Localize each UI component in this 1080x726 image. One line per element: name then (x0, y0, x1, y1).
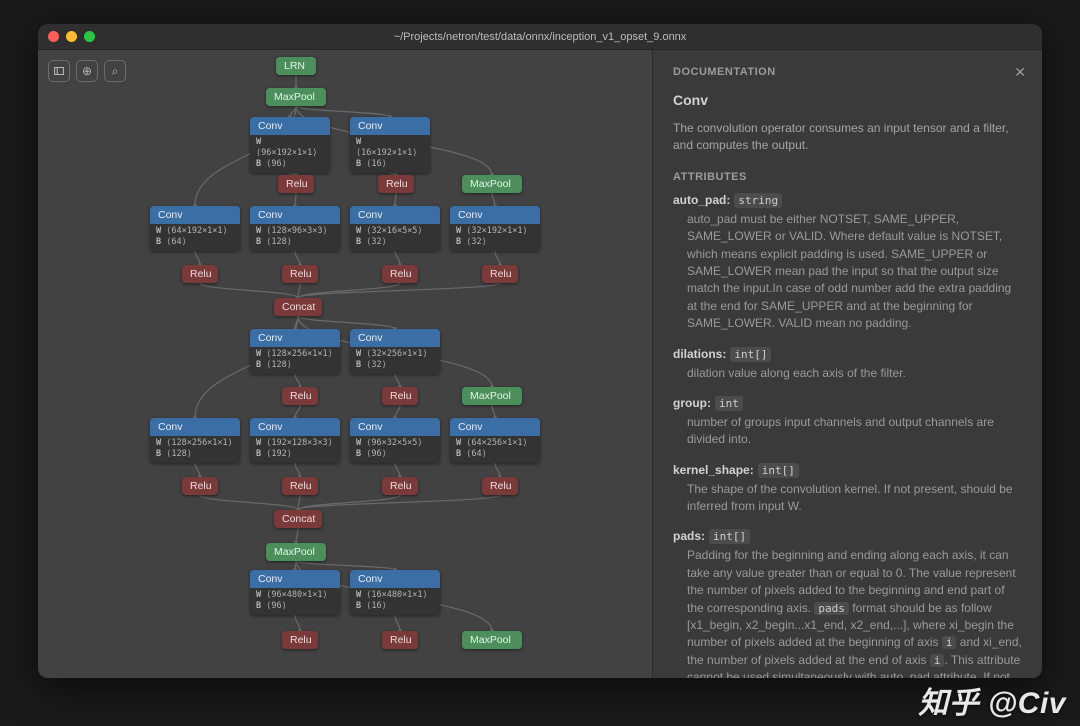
attribute-type: int[] (730, 347, 771, 362)
app-window: ~/Projects/netron/test/data/onnx/incepti… (38, 24, 1042, 678)
node-conv[interactable]: ConvW ⟨96×480×1×1⟩B ⟨96⟩ (250, 570, 340, 615)
node-relu[interactable]: Relu (282, 631, 318, 649)
close-window-button[interactable] (48, 31, 59, 42)
node-conv[interactable]: ConvW ⟨32×256×1×1⟩B ⟨32⟩ (350, 329, 440, 374)
doc-intro: The convolution operator consumes an inp… (673, 120, 1022, 155)
node-relu[interactable]: Relu (382, 265, 418, 283)
attribute-description: The shape of the convolution kernel. If … (673, 481, 1022, 516)
documentation-sidebar: ✕ DOCUMENTATION Conv The convolution ope… (652, 50, 1042, 678)
window-title: ~/Projects/netron/test/data/onnx/incepti… (38, 31, 1042, 43)
attribute-item: pads: int[] Padding for the beginning and … (673, 529, 1022, 678)
sidebar-toggle-icon[interactable] (48, 60, 70, 82)
node-relu[interactable]: Relu (382, 631, 418, 649)
node-relu[interactable]: Relu (382, 387, 418, 405)
attribute-type: int (715, 396, 743, 411)
zoom-fit-icon[interactable]: ⊕ (76, 60, 98, 82)
node-conv[interactable]: ConvW ⟨64×192×1×1⟩B ⟨64⟩ (150, 206, 240, 251)
graph-canvas[interactable]: ⊕⌕ LRNMaxPoolConvW ⟨96×192×1×1⟩B ⟨96⟩Con… (38, 50, 652, 678)
node-relu[interactable]: Relu (182, 477, 218, 495)
node-maxpool[interactable]: MaxPool (462, 631, 522, 649)
node-conv[interactable]: ConvW ⟨128×256×1×1⟩B ⟨128⟩ (150, 418, 240, 463)
node-concat[interactable]: Concat (274, 298, 322, 316)
toolbar: ⊕⌕ (48, 60, 126, 82)
attribute-description: Padding for the beginning and ending alo… (673, 547, 1022, 678)
attribute-description: auto_pad must be either NOTSET, SAME_UPP… (673, 211, 1022, 333)
node-conv[interactable]: ConvW ⟨16×192×1×1⟩B ⟨16⟩ (350, 117, 430, 173)
traffic-lights (48, 31, 95, 42)
node-conv[interactable]: ConvW ⟨96×192×1×1⟩B ⟨96⟩ (250, 117, 330, 173)
attribute-type: int[] (758, 463, 799, 478)
attribute-description: dilation value along each axis of the fi… (673, 365, 1022, 382)
watermark: 知乎 @Civ (918, 678, 1066, 722)
node-relu[interactable]: Relu (482, 477, 518, 495)
node-conv[interactable]: ConvW ⟨128×256×1×1⟩B ⟨128⟩ (250, 329, 340, 374)
node-conv[interactable]: ConvW ⟨64×256×1×1⟩B ⟨64⟩ (450, 418, 540, 463)
node-relu[interactable]: Relu (182, 265, 218, 283)
attributes-list: auto_pad: string auto_pad must be either N… (673, 193, 1022, 678)
close-icon[interactable]: ✕ (1014, 64, 1026, 81)
node-conv[interactable]: ConvW ⟨96×32×5×5⟩B ⟨96⟩ (350, 418, 440, 463)
node-conv[interactable]: ConvW ⟨32×16×5×5⟩B ⟨32⟩ (350, 206, 440, 251)
minimize-window-button[interactable] (66, 31, 77, 42)
attribute-item: kernel_shape: int[] The shape of the convo… (673, 463, 1022, 516)
node-relu[interactable]: Relu (278, 175, 314, 193)
doc-heading: Conv (673, 92, 1022, 108)
node-relu[interactable]: Relu (382, 477, 418, 495)
node-relu[interactable]: Relu (482, 265, 518, 283)
zoom-window-button[interactable] (84, 31, 95, 42)
node-conv[interactable]: ConvW ⟨192×128×3×3⟩B ⟨192⟩ (250, 418, 340, 463)
attribute-type: string (734, 193, 782, 208)
node-relu[interactable]: Relu (378, 175, 414, 193)
attribute-item: auto_pad: string auto_pad must be either N… (673, 193, 1022, 333)
node-maxpool[interactable]: MaxPool (462, 175, 522, 193)
attribute-description: number of groups input channels and outp… (673, 414, 1022, 449)
node-lrn[interactable]: LRN (276, 57, 316, 75)
node-conv[interactable]: ConvW ⟨32×192×1×1⟩B ⟨32⟩ (450, 206, 540, 251)
node-concat[interactable]: Concat (274, 510, 322, 528)
attributes-section-title: ATTRIBUTES (673, 171, 1022, 183)
attribute-item: dilations: int[] dilation value along each… (673, 347, 1022, 382)
sidebar-section-title: DOCUMENTATION (673, 66, 1022, 78)
node-relu[interactable]: Relu (282, 477, 318, 495)
node-maxpool[interactable]: MaxPool (266, 88, 326, 106)
node-relu[interactable]: Relu (282, 265, 318, 283)
node-relu[interactable]: Relu (282, 387, 318, 405)
node-conv[interactable]: ConvW ⟨128×96×3×3⟩B ⟨128⟩ (250, 206, 340, 251)
graph-edges (38, 50, 652, 678)
attribute-name: pads: (673, 529, 705, 543)
attribute-name: dilations: (673, 347, 726, 361)
search-icon[interactable]: ⌕ (104, 60, 126, 82)
node-conv[interactable]: ConvW ⟨16×480×1×1⟩B ⟨16⟩ (350, 570, 440, 615)
attribute-name: group: (673, 396, 711, 410)
attribute-name: auto_pad: (673, 193, 730, 207)
node-maxpool[interactable]: MaxPool (266, 543, 326, 561)
titlebar: ~/Projects/netron/test/data/onnx/incepti… (38, 24, 1042, 50)
attribute-type: int[] (709, 529, 750, 544)
attribute-name: kernel_shape: (673, 463, 754, 477)
app-body: ⊕⌕ LRNMaxPoolConvW ⟨96×192×1×1⟩B ⟨96⟩Con… (38, 50, 1042, 678)
attribute-item: group: int number of groups input channels… (673, 396, 1022, 449)
node-maxpool[interactable]: MaxPool (462, 387, 522, 405)
